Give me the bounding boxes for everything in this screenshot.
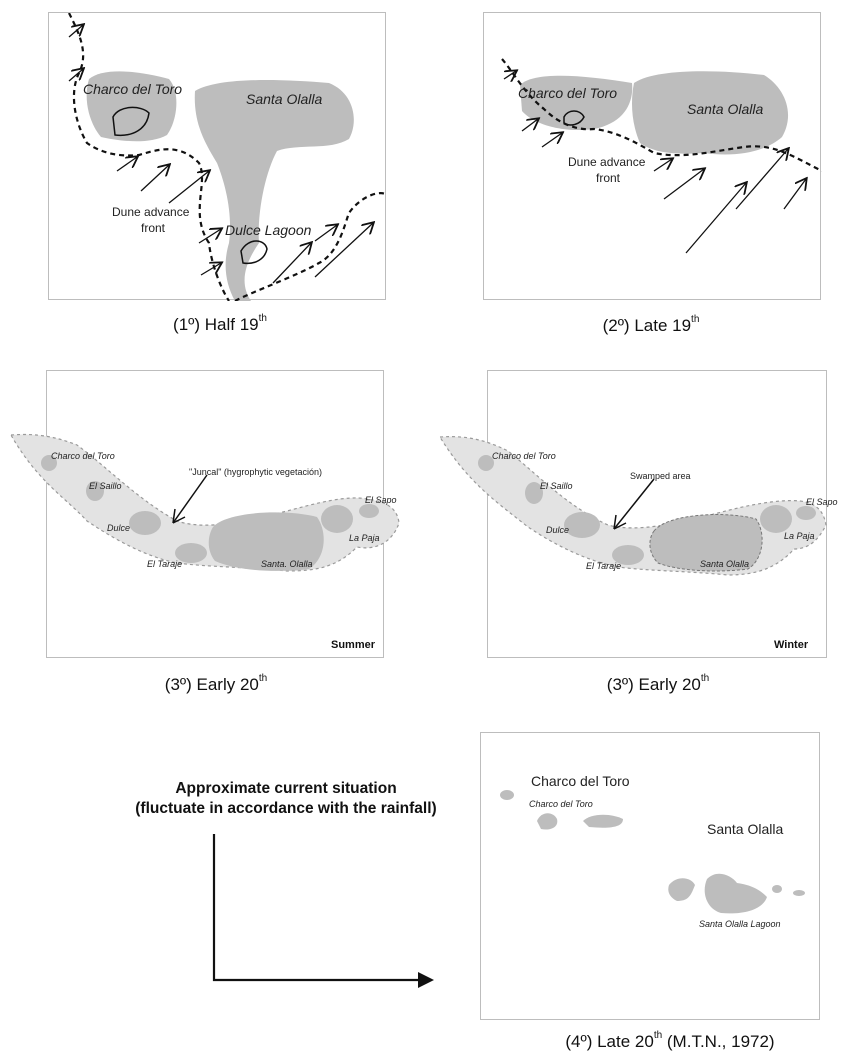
wind-arrows — [503, 71, 806, 254]
season-label-winter: Winter — [774, 639, 809, 651]
label-dulce-lagoon: Dulce Lagoon — [225, 222, 312, 238]
lagoon-charco-b — [583, 814, 623, 828]
caption-text: (3º) Early 20 — [606, 675, 701, 694]
lagoon-la-paja — [321, 505, 353, 533]
label-la-paja: La Paja — [349, 533, 380, 543]
caption-half-19th: (1º) Half 19th — [150, 313, 290, 335]
lagoon-santa-olalla — [194, 80, 354, 301]
map-panel-half-19th: Charco del Toro Santa Olalla Dune advanc… — [48, 12, 387, 301]
label-juncal: "Juncal" (hygrophytic vegetación) — [189, 467, 322, 477]
label-dune-advance: Dune advance — [112, 205, 190, 219]
note-line-1: Approximate current situation — [175, 780, 397, 797]
map-late-19th-drawing — [501, 58, 822, 254]
label-el-saillo: El Saillo — [540, 481, 573, 491]
label-el-taraje: El Taraje — [147, 559, 183, 569]
map-summer-drawing — [10, 433, 400, 572]
dune-front-line — [501, 58, 822, 172]
dune-front-line-right — [234, 192, 387, 301]
caption-late-19th: (2º) Late 19th — [586, 314, 716, 336]
map-winter-drawing — [438, 436, 827, 576]
label-santa-olalla: Santa Olalla — [700, 559, 750, 569]
caption-text: (4º) Late 20 — [565, 1032, 654, 1051]
map-panel-late-20th: Charco del Toro Charco del Toro Santa Ol… — [480, 732, 820, 1020]
season-label-summer: Summer — [331, 639, 376, 651]
caption-source: (M.T.N., 1972) — [662, 1032, 775, 1051]
lagoon-charco-del-toro — [86, 71, 177, 142]
lagoon-santa-olalla-east-1 — [772, 885, 782, 893]
label-santa-olalla: Santa Olalla — [687, 101, 764, 117]
lagoon-la-paja — [760, 505, 792, 533]
caption-sup: th — [653, 1030, 663, 1041]
caption-sup: th — [258, 313, 267, 324]
label-santa-olalla: Santa Olalla — [246, 91, 323, 107]
label-charco-del-toro: Charco del Toro — [492, 451, 556, 461]
inner-outline-dulce — [240, 240, 268, 265]
lagoon-charco-small — [500, 790, 514, 800]
lagoon-charco — [478, 455, 494, 471]
caption-late-20th: (4º) Late 20th (M.T.N., 1972) — [540, 1030, 800, 1052]
label-dulce: Dulce — [546, 525, 570, 535]
label-dune-front: front — [141, 221, 166, 235]
label-el-saillo: El Saillo — [89, 481, 122, 491]
caption-text: (3º) Early 20 — [164, 675, 259, 694]
lagoon-charco-a — [537, 813, 558, 830]
lagoon-el-sapo — [359, 504, 379, 518]
pointer-arrow — [613, 478, 655, 530]
label-charco-del-toro: Charco del Toro — [518, 85, 618, 101]
label-charco-del-toro-small: Charco del Toro — [529, 799, 593, 809]
map-panel-early-20th-summer: Charco del Toro El Saillo "Juncal" (hygr… — [10, 370, 400, 658]
map-panel-late-19th: Charco del Toro Santa Olalla Dune advanc… — [483, 12, 822, 300]
lagoon-charco-del-toro — [520, 75, 633, 131]
pointer-arrowhead — [172, 508, 186, 524]
dune-front-line — [68, 13, 230, 301]
wind-arrows — [68, 25, 373, 284]
label-el-taraje: El Taraje — [586, 561, 622, 571]
label-swamped-area: Swamped area — [630, 471, 691, 481]
caption-sup: th — [258, 673, 268, 684]
lagoon-el-taraje — [612, 545, 644, 565]
label-charco-del-toro: Charco del Toro — [83, 81, 183, 97]
lagoon-el-sapo — [796, 506, 816, 520]
lagoon-santa-olalla — [649, 514, 763, 572]
label-dune-advance: Dune advance — [568, 155, 646, 169]
lagoon-santa-olalla-west — [668, 878, 695, 901]
inner-outline-charco — [112, 106, 150, 137]
label-charco-del-toro-large: Charco del Toro — [531, 773, 630, 789]
note-line-2: (fluctuate in accordance with the rainfa… — [135, 800, 437, 817]
current-situation-note: Approximate current situation (fluctuate… — [96, 779, 476, 819]
lagoon-el-taraje — [175, 543, 207, 563]
lagoon-el-saillo — [86, 481, 104, 501]
lagoon-dulce — [129, 511, 161, 535]
label-la-paja: La Paja — [784, 531, 815, 541]
label-santa-olalla: Santa. Olalla — [261, 559, 313, 569]
label-el-sapo: El Sapo — [806, 497, 838, 507]
caption-early-20th-summer: (3º) Early 20th — [146, 673, 286, 695]
lagoon-dulce — [564, 512, 600, 538]
lagoon-santa-olalla — [632, 71, 789, 155]
lagoon-santa-olalla — [208, 512, 324, 571]
label-dune-front: front — [596, 171, 621, 185]
label-santa-olalla-lagoon: Santa Olalla Lagoon — [699, 919, 781, 929]
lagoon-el-saillo — [525, 482, 543, 504]
map-late-20th-drawing — [500, 790, 805, 914]
pointer-arrow — [172, 474, 208, 524]
map-half-19th-drawing — [68, 13, 387, 301]
lagoon-charco — [41, 455, 57, 471]
pointer-arrowhead — [613, 514, 627, 530]
label-dulce: Dulce — [107, 523, 131, 533]
caption-text: (2º) Late 19 — [602, 316, 692, 335]
caption-text: (1º) Half 19 — [173, 315, 259, 334]
lagoon-santa-olalla-main — [704, 873, 767, 914]
label-santa-olalla-large: Santa Olalla — [707, 821, 784, 837]
lagoon-santa-olalla-east-2 — [793, 890, 805, 896]
label-charco-del-toro: Charco del Toro — [51, 451, 115, 461]
caption-sup: th — [691, 314, 700, 325]
caption-early-20th-winter: (3º) Early 20th — [588, 673, 728, 695]
label-el-sapo: El Sapo — [365, 495, 397, 505]
caption-sup: th — [700, 673, 710, 684]
map-panel-early-20th-winter: Charco del Toro El Saillo Swamped area E… — [438, 370, 838, 658]
